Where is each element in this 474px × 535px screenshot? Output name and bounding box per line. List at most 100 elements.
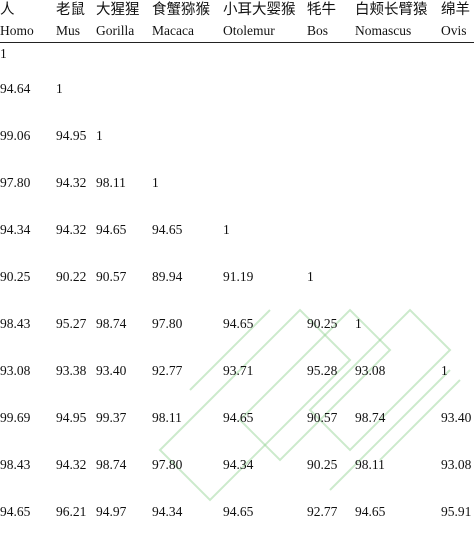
table-row: 99.06 94.95 1 xyxy=(0,112,474,159)
table-cell: 94.95 xyxy=(56,394,96,441)
table-cell: 93.08 xyxy=(355,347,441,394)
table-cell: 93.40 xyxy=(96,347,152,394)
table-cell xyxy=(355,206,441,253)
table-row: 97.80 94.32 98.11 1 xyxy=(0,159,474,206)
table-cell xyxy=(307,206,355,253)
table-cell: 1 xyxy=(0,43,56,66)
column-header-latin: Bos xyxy=(307,20,355,43)
table-row: 94.64 1 xyxy=(0,65,474,112)
table-cell: 93.38 xyxy=(56,347,96,394)
table-cell: 1 xyxy=(223,206,307,253)
table-cell xyxy=(56,43,96,66)
table-cell: 94.34 xyxy=(223,441,307,488)
table-cell: 95.28 xyxy=(307,347,355,394)
table-cell: 99.69 xyxy=(0,394,56,441)
table-cell: 95.91 xyxy=(441,488,474,535)
table-cell: 94.65 xyxy=(96,206,152,253)
table-cell xyxy=(441,112,474,159)
table-cell: 90.57 xyxy=(307,394,355,441)
table-cell: 93.08 xyxy=(441,441,474,488)
table-cell: 95.27 xyxy=(56,300,96,347)
table-cell: 90.57 xyxy=(96,253,152,300)
table-cell: 98.74 xyxy=(96,300,152,347)
column-header-cn: 白颊长臂猿 xyxy=(355,0,441,20)
table-cell xyxy=(355,65,441,112)
column-header-cn: 大猩猩 xyxy=(96,0,152,20)
table-cell: 98.74 xyxy=(355,394,441,441)
table-cell xyxy=(355,43,441,66)
table-cell xyxy=(441,253,474,300)
table-cell: 97.80 xyxy=(152,441,223,488)
table-cell: 94.32 xyxy=(56,159,96,206)
column-header-cn: 食蟹猕猴 xyxy=(152,0,223,20)
table-row: 98.43 95.27 98.74 97.80 94.65 90.25 1 xyxy=(0,300,474,347)
table-cell: 94.34 xyxy=(152,488,223,535)
table-cell xyxy=(223,65,307,112)
column-header-latin: Gorilla xyxy=(96,20,152,43)
table-row: 90.25 90.22 90.57 89.94 91.19 1 xyxy=(0,253,474,300)
table-cell: 94.65 xyxy=(152,206,223,253)
table-cell: 94.64 xyxy=(0,65,56,112)
table-row: 98.43 94.32 98.74 97.80 94.34 90.25 98.1… xyxy=(0,441,474,488)
table-cell: 93.08 xyxy=(0,347,56,394)
table-cell xyxy=(441,159,474,206)
table-cell: 98.11 xyxy=(355,441,441,488)
table-cell: 97.80 xyxy=(0,159,56,206)
table-cell: 91.19 xyxy=(223,253,307,300)
table-cell xyxy=(223,43,307,66)
table-cell: 93.40 xyxy=(441,394,474,441)
table-cell: 94.32 xyxy=(56,206,96,253)
table-cell xyxy=(441,65,474,112)
table-cell xyxy=(355,112,441,159)
table-cell xyxy=(96,43,152,66)
column-header-latin: Homo xyxy=(0,20,56,43)
column-header-latin: Macaca xyxy=(152,20,223,43)
column-header-cn: 绵羊 xyxy=(441,0,474,20)
table-row: 1 xyxy=(0,43,474,66)
table-cell xyxy=(96,65,152,112)
table-cell: 94.95 xyxy=(56,112,96,159)
column-header-cn: 老鼠 xyxy=(56,0,96,20)
table-cell xyxy=(152,112,223,159)
table-cell: 98.11 xyxy=(96,159,152,206)
table-cell: 1 xyxy=(355,300,441,347)
table-row: 94.34 94.32 94.65 94.65 1 xyxy=(0,206,474,253)
table-cell xyxy=(355,159,441,206)
column-header-latin: Nomascus xyxy=(355,20,441,43)
table-cell: 94.65 xyxy=(355,488,441,535)
table-cell: 94.65 xyxy=(223,300,307,347)
table-cell xyxy=(223,159,307,206)
column-header-cn: 人 xyxy=(0,0,56,20)
table-cell xyxy=(307,65,355,112)
table-cell: 89.94 xyxy=(152,253,223,300)
table-cell: 98.43 xyxy=(0,441,56,488)
table-cell xyxy=(355,253,441,300)
table-cell: 96.21 xyxy=(56,488,96,535)
table-cell: 94.65 xyxy=(223,488,307,535)
table-cell xyxy=(223,112,307,159)
table-cell: 90.22 xyxy=(56,253,96,300)
column-header-cn: 小耳大婴猴 xyxy=(223,0,307,20)
table-cell xyxy=(307,159,355,206)
table-cell: 99.06 xyxy=(0,112,56,159)
table-cell xyxy=(307,43,355,66)
table-cell xyxy=(441,206,474,253)
matrix-body: 1 94.64 1 99.06 94.95 1 xyxy=(0,43,474,535)
table-cell: 98.11 xyxy=(152,394,223,441)
column-header-latin: Otolemur xyxy=(223,20,307,43)
column-header-cn: 牦牛 xyxy=(307,0,355,20)
header-row-chinese: 人 老鼠 大猩猩 食蟹猕猴 小耳大婴猴 牦牛 白颊长臂猿 绵羊 xyxy=(0,0,474,20)
table-cell: 94.65 xyxy=(223,394,307,441)
table-cell: 1 xyxy=(152,159,223,206)
table-cell: 99.37 xyxy=(96,394,152,441)
table-cell: 1 xyxy=(441,347,474,394)
table-cell xyxy=(152,43,223,66)
table-cell xyxy=(441,300,474,347)
table-cell: 92.77 xyxy=(307,488,355,535)
table-cell: 90.25 xyxy=(307,441,355,488)
table-row: 99.69 94.95 99.37 98.11 94.65 90.57 98.7… xyxy=(0,394,474,441)
table-cell xyxy=(152,65,223,112)
table-row: 93.08 93.38 93.40 92.77 93.71 95.28 93.0… xyxy=(0,347,474,394)
table-cell: 98.43 xyxy=(0,300,56,347)
